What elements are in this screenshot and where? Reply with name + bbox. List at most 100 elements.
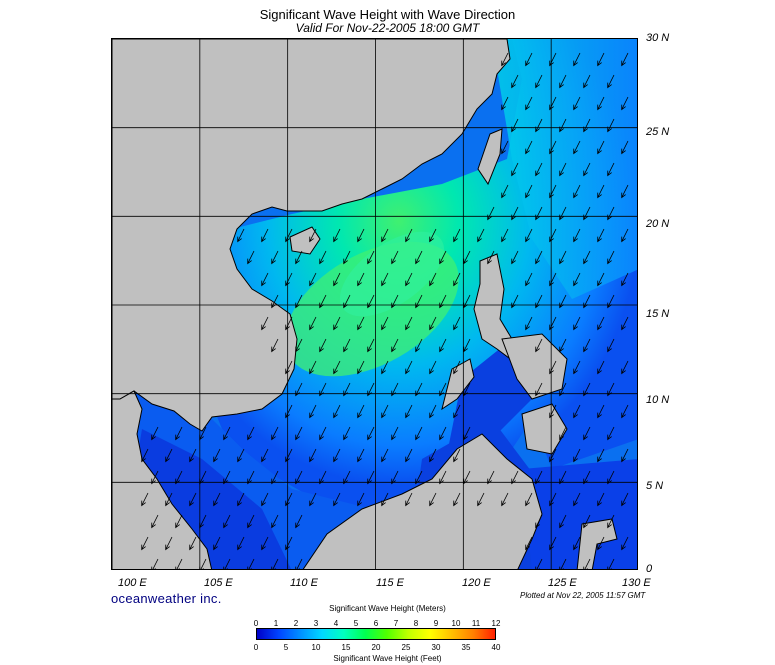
land-mindanao — [521, 403, 568, 455]
wave-arrow — [549, 492, 557, 507]
wave-arrow — [381, 360, 389, 375]
wave-arrow — [597, 140, 605, 155]
wave-arrow — [333, 404, 341, 419]
wave-arrow — [357, 360, 365, 375]
wave-arrow — [487, 470, 495, 485]
wave-arrow — [309, 360, 317, 375]
wave-arrow — [559, 514, 567, 529]
legend-meter-tick: 9 — [433, 619, 439, 628]
wave-arrow — [559, 470, 567, 485]
wave-arrow — [381, 448, 389, 463]
wave-arrow — [607, 74, 615, 89]
wave-arrow — [381, 404, 389, 419]
wave-arrow — [525, 140, 533, 155]
wave-arrow — [381, 492, 389, 507]
wave-arrow — [439, 382, 447, 397]
wave-arrow — [367, 338, 375, 353]
legend-meter-tick: 11 — [471, 619, 481, 628]
wave-arrow — [343, 250, 351, 265]
wave-arrow — [535, 382, 543, 397]
wave-arrow — [549, 184, 557, 199]
wave-arrow — [439, 470, 447, 485]
wave-arrow — [559, 118, 567, 133]
wave-arrow — [333, 492, 341, 507]
wave-arrow — [213, 492, 221, 507]
wave-arrow — [309, 316, 317, 331]
wave-arrow — [151, 470, 159, 485]
lon-label-120e: 120 E — [462, 577, 491, 589]
wave-arrow — [559, 250, 567, 265]
wave-arrow — [501, 228, 509, 243]
wave-arrow — [357, 316, 365, 331]
legend-meter-tick: 0 — [253, 619, 259, 628]
wave-arrow — [525, 52, 533, 67]
legend-meters-title: Significant Wave Height (Meters) — [329, 604, 446, 613]
wave-arrow — [573, 272, 581, 287]
wave-arrow — [247, 250, 255, 265]
wave-arrow — [525, 96, 533, 111]
wave-arrow — [559, 382, 567, 397]
wave-arrow — [621, 272, 629, 287]
plotted-timestamp: Plotted at Nov 22, 2005 11:57 GMT — [520, 591, 646, 600]
wave-arrow — [501, 52, 509, 67]
wave-arrow — [285, 404, 293, 419]
wave-arrow — [381, 316, 389, 331]
wave-arrow — [189, 492, 197, 507]
wave-arrow — [583, 470, 591, 485]
legend-feet-tick: 15 — [341, 643, 351, 652]
wave-arrow — [621, 228, 629, 243]
wave-arrow — [295, 294, 303, 309]
wave-arrow — [189, 536, 197, 551]
wave-arrow — [271, 470, 279, 485]
lon-label-125e: 125 E — [548, 577, 577, 589]
wave-arrow — [213, 536, 221, 551]
wave-arrow — [285, 360, 293, 375]
lat-label-5n: 5 N — [646, 480, 664, 492]
wave-arrow — [583, 426, 591, 441]
wave-arrow — [429, 272, 437, 287]
wave-arrow — [463, 382, 471, 397]
wave-arrow — [175, 470, 183, 485]
wave-arrow — [621, 404, 629, 419]
legend-feet-title: Significant Wave Height (Feet) — [333, 654, 442, 663]
wave-arrow — [477, 228, 485, 243]
wave-arrow — [501, 96, 509, 111]
wave-arrow — [549, 316, 557, 331]
wave-arrow — [573, 184, 581, 199]
lat-label-0: 0 — [646, 563, 653, 575]
wave-arrow — [583, 250, 591, 265]
wave-arrow — [607, 514, 615, 529]
chart-subtitle: Valid For Nov-22-2005 18:00 GMT — [295, 21, 480, 35]
wave-arrow — [415, 426, 423, 441]
wave-arrow — [583, 558, 591, 569]
wave-arrow — [367, 382, 375, 397]
wave-arrow — [271, 338, 279, 353]
wave-arrow — [309, 228, 317, 243]
lon-label-130e: 130 E — [622, 577, 651, 589]
wave-arrow — [487, 206, 495, 221]
wave-arrow — [607, 338, 615, 353]
wave-arrow — [285, 228, 293, 243]
wave-arrow — [549, 360, 557, 375]
wave-arrow — [607, 470, 615, 485]
wave-arrow — [261, 316, 269, 331]
wave-arrow — [309, 404, 317, 419]
wave-arrow — [271, 558, 279, 569]
legend-feet-tick: 25 — [401, 643, 411, 652]
wave-arrow — [391, 470, 399, 485]
wave-arrow — [381, 272, 389, 287]
wave-arrow — [405, 272, 413, 287]
wave-arrow — [453, 492, 461, 507]
wave-arrow — [151, 514, 159, 529]
wave-arrow — [549, 404, 557, 419]
wave-arrow — [271, 294, 279, 309]
wave-arrow — [319, 250, 327, 265]
wave-arrow — [607, 426, 615, 441]
wave-arrow — [405, 228, 413, 243]
wave-arrow — [511, 470, 519, 485]
wave-arrow — [597, 228, 605, 243]
lon-label-100e: 100 E — [118, 577, 147, 589]
brand-logo: oceanweather inc. — [111, 591, 222, 606]
wave-arrow — [549, 448, 557, 463]
wave-arrow — [357, 272, 365, 287]
